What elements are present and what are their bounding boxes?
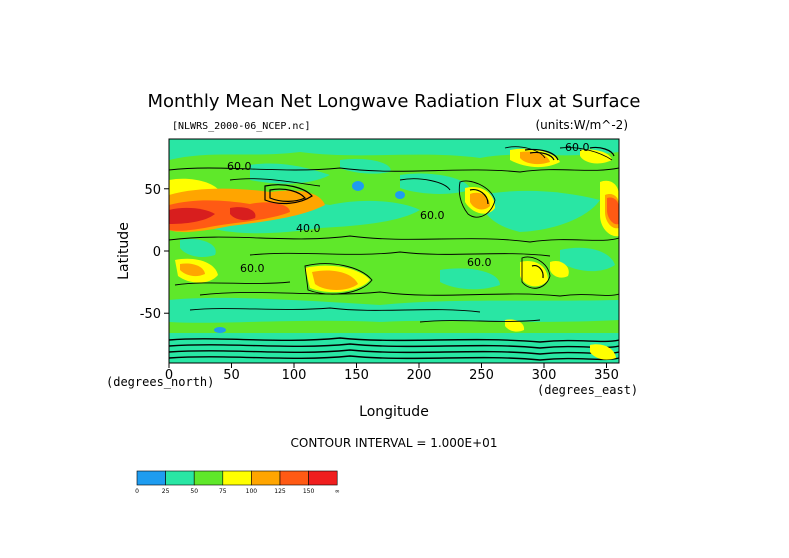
contour-label-group: 60.0 60.0 60.0 60.0 60.0 40.0 <box>227 141 590 275</box>
x-tick-label: 150 <box>344 368 369 383</box>
colorbar-swatch <box>279 470 309 486</box>
colorbar-label: 50 <box>190 488 198 495</box>
colorbar-label: 0 <box>135 488 139 495</box>
colorbar-label: 75 <box>219 488 227 495</box>
y-tick-label: 0 <box>153 245 161 260</box>
plot-area <box>169 139 619 363</box>
contour-interval-label: CONTOUR INTERVAL = 1.000E+01 <box>291 436 498 450</box>
x-tick-label: 200 <box>407 368 432 383</box>
y-axis-ticks: 50 0 -50 <box>140 183 169 322</box>
contour-clusters <box>264 146 615 279</box>
contour-label: 60.0 <box>467 256 492 269</box>
base-field <box>169 139 619 363</box>
contour-label: 60.0 <box>227 160 252 173</box>
colorbar-label: ∞ <box>335 488 340 495</box>
x-units-label: (degrees_east) <box>537 383 638 397</box>
x-tick-label: 350 <box>594 368 619 383</box>
y-axis-label: Latitude <box>116 222 132 280</box>
colorbar-swatch <box>165 470 195 486</box>
chart-title: Monthly Mean Net Longwave Radiation Flux… <box>148 91 641 112</box>
teal-regions <box>169 139 619 323</box>
dataset-label: [NLWRS_2000-06_NCEP.nc] <box>172 121 310 132</box>
x-tick-label: 300 <box>532 368 557 383</box>
y-tick-label: -50 <box>140 307 161 322</box>
colorbar-swatch <box>308 470 338 486</box>
colorbar-swatch <box>193 470 224 486</box>
colorbar-swatch <box>222 470 252 486</box>
colorbar-label: 125 <box>274 488 286 495</box>
x-tick-label: 50 <box>223 368 240 383</box>
colorbar-label: 25 <box>162 488 170 495</box>
y-units-label: (degrees_north) <box>106 375 214 389</box>
x-tick-label: 100 <box>282 368 307 383</box>
colorbar-label: 150 <box>303 488 315 495</box>
darkred-regions <box>169 207 256 224</box>
contour-lines <box>169 146 619 323</box>
colorbar: 0 25 50 75 100 125 150 ∞ <box>135 470 340 495</box>
contour-label: 60.0 <box>420 209 445 222</box>
x-tick-label: 0 <box>165 368 173 383</box>
colorbar-label: 100 <box>246 488 258 495</box>
contour-label: 40.0 <box>296 222 321 235</box>
colorbar-swatch <box>251 470 281 486</box>
x-tick-label: 250 <box>469 368 494 383</box>
y-tick-label: 50 <box>144 183 161 198</box>
contour-label: 60.0 <box>240 262 265 275</box>
colorbar-swatch <box>136 470 166 486</box>
x-axis-label: Longitude <box>359 404 429 420</box>
x-axis-ticks: 0 50 100 150 200 250 300 350 <box>165 363 619 383</box>
contour-label: 60.0 <box>565 141 590 154</box>
red-regions <box>169 197 619 231</box>
southern-contours <box>169 337 619 361</box>
units-label: (units:W/m^-2) <box>535 118 628 132</box>
